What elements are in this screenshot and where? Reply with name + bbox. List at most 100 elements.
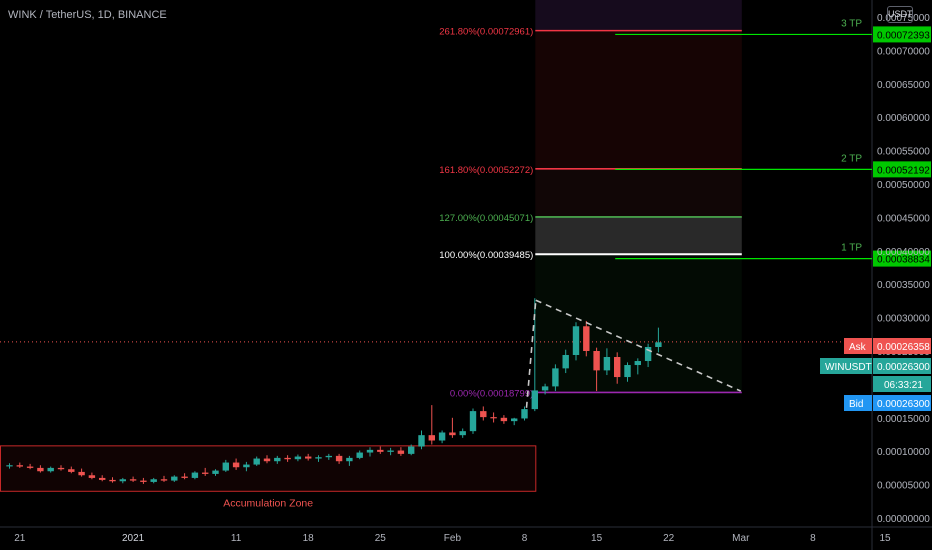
candle-body-34 [356, 452, 363, 458]
candle-body-58 [603, 357, 611, 371]
candle-body-15 [160, 479, 168, 481]
x-tick-label-7: 15 [591, 533, 603, 544]
x-tick-label-3: 18 [303, 533, 315, 544]
x-tick-label-10: 8 [810, 533, 816, 544]
trend-line-down [535, 299, 742, 392]
candle-body-9 [99, 477, 106, 480]
tp-price-text-3: 0.00072393 [877, 30, 930, 41]
y-tick-label-8: 0.00035000 [877, 280, 930, 291]
last-tag-price: 0.00026300 [877, 362, 930, 373]
candle-body-43 [449, 432, 456, 436]
ask-tag-label: Ask [849, 342, 867, 353]
zone-label: Accumulation Zone [223, 497, 313, 509]
candle-body-5 [57, 467, 65, 470]
y-tick-label-15: 0.00000000 [877, 514, 930, 525]
tp-label-2: 2 TP [841, 153, 862, 164]
candle-body-54 [562, 355, 569, 369]
last-tag-label: WINUSDT [825, 362, 872, 373]
x-tick-label-0: 21 [14, 533, 26, 544]
fib-label-4: 0.00%(0.00018799) [450, 388, 533, 399]
candle-body-7 [78, 471, 85, 476]
y-tick-label-7: 0.00040000 [877, 247, 930, 258]
candle-body-30 [315, 457, 322, 459]
candle-body-10 [109, 479, 116, 482]
last-tag-label-box [820, 358, 872, 374]
symbol-title: WINK / TetherUS, 1D, BINANCE [8, 9, 167, 21]
tp-price-tag-3 [873, 26, 931, 43]
candle-body-48 [500, 417, 508, 422]
candle-body-8 [88, 475, 96, 478]
countdown-text: 06:33:21 [884, 380, 923, 391]
candle-body-50 [521, 409, 528, 419]
candle-body-27 [284, 457, 291, 460]
candle-body-39 [408, 446, 415, 454]
candle-body-63 [655, 342, 662, 347]
candle-body-19 [202, 472, 209, 474]
candle-body-26 [274, 457, 281, 462]
bid-tag-label: Bid [849, 399, 863, 410]
x-tick-label-1: 2021 [122, 533, 145, 544]
candle-body-45 [469, 411, 477, 432]
candle-body-40 [418, 435, 425, 447]
candle-body-55 [572, 326, 580, 356]
candle-body-62 [644, 346, 652, 362]
candle-body-2 [26, 466, 34, 468]
ask-tag-label-box [844, 338, 872, 354]
candle-body-21 [222, 462, 229, 471]
tp-price-text-1: 0.00038834 [877, 255, 930, 266]
ask-tag-price: 0.00026358 [877, 342, 930, 353]
candle-body-47 [490, 417, 497, 419]
fib-band-red [535, 30, 742, 169]
bid-tag-price-box [873, 395, 931, 411]
candle-body-60 [624, 365, 631, 378]
fib-label-3: 100.00%(0.00039485) [439, 250, 533, 261]
y-tick-label-13: 0.00010000 [877, 447, 930, 458]
candle-body-0 [6, 465, 13, 467]
candle-body-17 [181, 476, 188, 478]
y-tick-label-9: 0.00030000 [877, 314, 930, 325]
countdown-box [873, 376, 931, 392]
tp-label-3: 3 TP [841, 18, 862, 29]
y-tick-label-3: 0.00060000 [877, 113, 930, 124]
fib-band-red2 [535, 168, 742, 217]
x-tick-label-9: Mar [732, 533, 750, 544]
x-tick-label-6: 8 [522, 533, 528, 544]
candle-body-14 [150, 479, 157, 482]
fib-label-2: 127.00%(0.00045071) [439, 213, 533, 224]
fib-label-1: 161.80%(0.00052272) [439, 165, 533, 176]
candle-body-1 [16, 465, 23, 467]
y-tick-label-4: 0.00055000 [877, 147, 930, 158]
x-tick-label-11: 15 [879, 533, 891, 544]
candle-body-18 [191, 472, 199, 478]
candle-body-44 [459, 431, 466, 436]
candle-body-52 [541, 386, 549, 391]
y-tick-label-0: 0.00075000 [877, 13, 930, 24]
candle-body-16 [171, 476, 178, 481]
fib-band-green [535, 254, 742, 393]
candle-body-6 [68, 469, 75, 472]
y-tick-label-6: 0.00045000 [877, 213, 930, 224]
candle-body-56 [583, 326, 590, 351]
ask-tag-price-box [873, 338, 931, 354]
candle-body-37 [387, 450, 394, 452]
candle-body-53 [552, 368, 559, 387]
y-tick-label-14: 0.00005000 [877, 481, 930, 492]
candle-body-13 [140, 480, 147, 482]
candle-body-49 [511, 418, 518, 422]
candle-body-57 [593, 351, 600, 371]
candle-body-41 [428, 435, 435, 441]
currency-button[interactable]: USDT [887, 6, 913, 23]
candle-body-42 [438, 432, 446, 441]
candle-body-59 [614, 357, 621, 378]
tp-price-tag-2 [873, 161, 931, 178]
y-tick-label-1: 0.00070000 [877, 46, 930, 57]
candle-body-24 [253, 458, 260, 465]
candle-body-4 [47, 467, 54, 472]
y-tick-label-2: 0.00065000 [877, 80, 930, 91]
tp-label-1: 1 TP [841, 243, 862, 254]
candle-body-28 [294, 456, 302, 460]
candle-body-51 [531, 390, 538, 410]
fib-band-top [535, 0, 742, 31]
x-tick-label-2: 11 [231, 533, 242, 544]
